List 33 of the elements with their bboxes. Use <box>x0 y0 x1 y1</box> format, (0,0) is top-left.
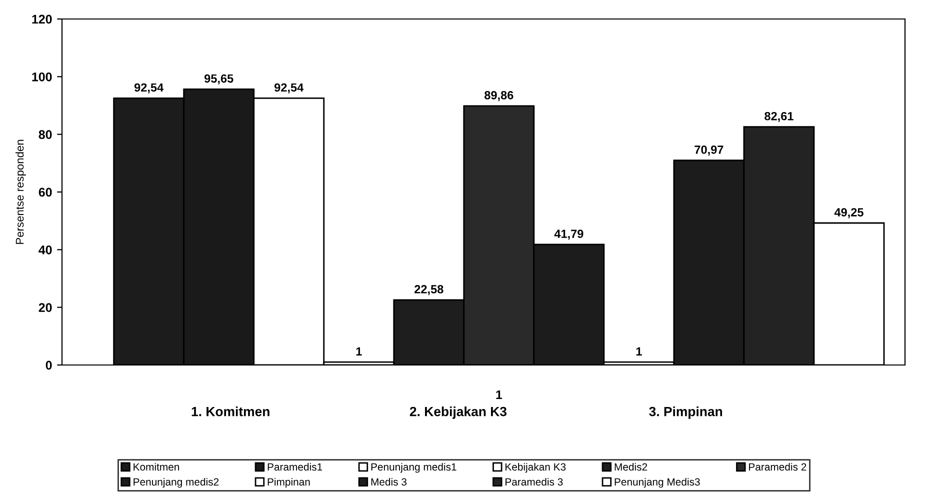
data-label: 89,86 <box>484 91 514 102</box>
legend-label: Medis 3 <box>371 478 407 486</box>
legend-label: Pimpinan <box>268 478 310 488</box>
legend-label: Paramedis1 <box>268 462 322 471</box>
data-label: 95,65 <box>204 74 234 84</box>
legend-label: Penunjang Medis3 <box>614 478 700 488</box>
data-label: 1 <box>636 347 642 356</box>
y-tick-label: 20 <box>38 303 52 312</box>
legend-label: Kebijakan K3 <box>506 462 566 473</box>
y-axis-title: Persentse responden <box>16 140 26 244</box>
text: 2. Kebijakan K3 <box>410 406 507 419</box>
data-label: 22,58 <box>414 285 444 296</box>
y-tick-label: 60 <box>38 188 52 197</box>
data-label: 49,25 <box>834 208 864 218</box>
y-tick-label: 120 <box>32 14 52 24</box>
data-label: 41,79 <box>554 230 584 240</box>
legend-label: Komitmen <box>134 462 180 471</box>
legend-label: Medis2 <box>614 462 648 471</box>
data-label: 70,97 <box>694 146 724 156</box>
legend-label: Penunjang medis1 <box>371 462 456 473</box>
data-label: 1 <box>356 347 362 356</box>
legend-label: Paramedis 3 <box>506 478 563 486</box>
y-tick-label: 0 <box>46 360 52 370</box>
y-tick-label: 40 <box>38 245 52 254</box>
text: 1. Komitmen <box>192 406 270 416</box>
y-tick-label: 100 <box>32 72 52 82</box>
text: 3. Pimpinan <box>649 406 722 419</box>
data-label: 92,54 <box>274 83 304 94</box>
legend-label: Paramedis 2 <box>749 462 806 471</box>
data-label: 82,61 <box>764 112 794 122</box>
data-label: 92,54 <box>134 83 164 94</box>
y-tick-label: 80 <box>38 130 52 139</box>
legend-label: Penunjang medis2 <box>134 478 219 488</box>
